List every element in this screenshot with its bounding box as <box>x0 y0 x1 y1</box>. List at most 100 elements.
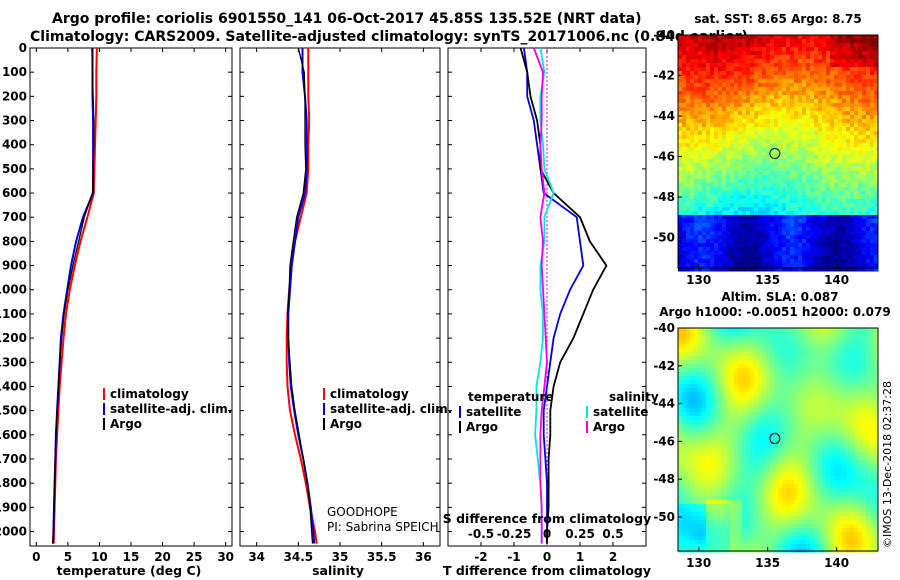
map-cell <box>810 255 815 260</box>
map-cell <box>730 368 735 373</box>
map-cell <box>738 211 743 216</box>
map-cell <box>730 127 735 132</box>
map-cell <box>830 91 835 96</box>
map-cell <box>754 448 759 453</box>
map-cell <box>746 448 751 453</box>
map-cell <box>698 119 703 124</box>
map-cell <box>682 43 687 48</box>
map-cell <box>698 55 703 60</box>
map-cell <box>802 392 807 397</box>
map-cell <box>710 87 715 92</box>
map-cell <box>874 460 879 465</box>
map-cell <box>738 195 743 200</box>
map-cell <box>754 460 759 465</box>
map-cell <box>694 243 699 248</box>
map-cell <box>870 187 875 192</box>
map-cell <box>706 175 711 180</box>
map-cell <box>706 163 711 168</box>
map-y-tick-label: -46 <box>653 150 675 164</box>
map-cell <box>786 179 791 184</box>
map-cell <box>750 83 755 88</box>
map-cell <box>694 187 699 192</box>
map-cell <box>818 368 823 373</box>
map-cell <box>714 464 719 469</box>
map-cell <box>810 83 815 88</box>
map-cell <box>866 175 871 180</box>
map-cell <box>690 440 695 445</box>
map-cell <box>750 63 755 68</box>
map-cell <box>834 336 839 341</box>
map-cell <box>862 332 867 337</box>
map-cell <box>746 428 751 433</box>
map-cell <box>774 440 779 445</box>
map-cell <box>762 356 767 361</box>
map-cell <box>790 344 795 349</box>
map-cell <box>702 63 707 68</box>
map-cell <box>798 263 803 268</box>
map-cell <box>698 99 703 104</box>
map-cell <box>810 356 815 361</box>
map-cell <box>722 380 727 385</box>
map-cell <box>718 328 723 333</box>
map-cell <box>794 35 799 40</box>
map-cell <box>802 35 807 40</box>
map-cell <box>774 159 779 164</box>
map-cell <box>778 63 783 68</box>
map-cell <box>834 384 839 389</box>
map-cell <box>722 368 727 373</box>
map-cell <box>870 127 875 132</box>
map-cell <box>838 348 843 353</box>
map-cell <box>762 119 767 124</box>
map-cell <box>782 432 787 437</box>
map-cell <box>766 332 771 337</box>
map-cell <box>746 147 751 152</box>
map-cell <box>770 424 775 429</box>
map-cell <box>694 71 699 76</box>
map-cell <box>766 191 771 196</box>
map-cell <box>838 344 843 349</box>
map-cell <box>678 376 683 381</box>
map-cell <box>754 151 759 156</box>
map-cell <box>770 95 775 100</box>
map-cell <box>762 235 767 240</box>
map-cell <box>866 195 871 200</box>
map-cell <box>794 448 799 453</box>
diff-top-tick: 0.25 <box>565 527 595 541</box>
map-cell <box>694 380 699 385</box>
map-cell <box>854 183 859 188</box>
map-cell <box>742 448 747 453</box>
map-cell <box>682 368 687 373</box>
map-cell <box>778 424 783 429</box>
map-cell <box>862 199 867 204</box>
map-cell <box>854 255 859 260</box>
map-cell <box>794 372 799 377</box>
map-cell <box>870 424 875 429</box>
map-cell <box>778 380 783 385</box>
map-cell <box>802 420 807 425</box>
map-cell <box>782 151 787 156</box>
x-tick-label: -2 <box>474 550 487 564</box>
map-cell <box>870 456 875 461</box>
map-cell <box>858 404 863 409</box>
map-cell <box>838 175 843 180</box>
map-cell <box>810 219 815 224</box>
map-cell <box>798 211 803 216</box>
map-cell <box>734 155 739 160</box>
map-cell <box>782 340 787 345</box>
map-cell <box>806 452 811 457</box>
map-cell <box>814 360 819 365</box>
x-tick-label: 5 <box>64 550 72 564</box>
map-cell <box>726 123 731 128</box>
map-cell <box>734 352 739 357</box>
map-cell <box>730 227 735 232</box>
map-cell <box>846 83 851 88</box>
map-cell <box>862 151 867 156</box>
map-cell <box>786 123 791 128</box>
map-cell <box>682 247 687 252</box>
map-cell <box>794 404 799 409</box>
map-cell <box>850 191 855 196</box>
map-cell <box>854 352 859 357</box>
map-cell <box>742 83 747 88</box>
map-cell <box>806 99 811 104</box>
map-cell <box>722 364 727 369</box>
